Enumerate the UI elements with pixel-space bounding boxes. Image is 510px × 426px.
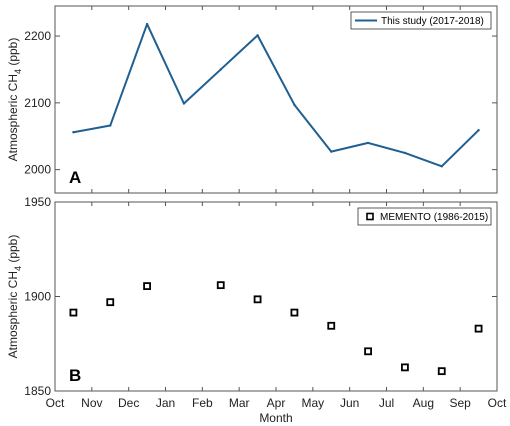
data-point — [293, 103, 296, 107]
data-point — [106, 298, 115, 307]
data-point — [253, 295, 262, 304]
x-tick-label: Oct — [46, 396, 65, 410]
x-axis-label: Month — [259, 411, 292, 425]
legend: This study (2017-2018) — [350, 11, 492, 30]
data-point — [364, 347, 372, 356]
data-point — [145, 22, 149, 26]
data-point — [143, 282, 151, 291]
data-point — [403, 151, 407, 155]
y-axis-label-unit: (ppb) — [6, 235, 20, 266]
legend: MEMENTO (1986-2015) — [357, 207, 492, 226]
x-tick-label: Oct — [488, 396, 507, 410]
data-point — [401, 363, 409, 372]
y-axis-label-sub: 4 — [13, 266, 23, 271]
data-point — [477, 129, 480, 132]
data-point — [72, 131, 75, 134]
y-tick-label: 1900 — [24, 290, 51, 304]
y-tick-label: 1850 — [24, 384, 51, 398]
data-point — [474, 324, 483, 333]
x-tick-label: Feb — [192, 396, 213, 410]
y-axis-label: Atmospheric CH4 (ppb) — [6, 235, 23, 359]
data-point — [216, 281, 225, 290]
y-axis-label-main: Atmospheric CH — [6, 74, 20, 161]
data-point — [219, 68, 222, 71]
x-tick-label: Jan — [156, 396, 175, 410]
legend-box — [357, 207, 492, 226]
x-tick-label: Apr — [267, 396, 286, 410]
data-point — [256, 34, 259, 37]
y-tick-label: 2200 — [24, 29, 51, 43]
data-point — [290, 308, 299, 317]
y-tick-label: 1950 — [24, 195, 51, 209]
y-tick-label: 2000 — [24, 163, 51, 177]
plot-frame — [54, 201, 498, 392]
data-point — [437, 367, 446, 376]
data-point — [327, 321, 336, 330]
data-point — [69, 308, 78, 317]
legend-marker-swatch — [366, 212, 374, 221]
x-tick-label: Mar — [229, 396, 250, 410]
panel-b: 1850 1900 1950 Atmospheric CH4 (ppb) B MEMENT… — [6, 195, 507, 425]
legend-box — [350, 11, 492, 30]
y-axis-label: Atmospheric CH4 (ppb) — [6, 38, 23, 162]
y-axis-label-unit: (ppb) — [6, 38, 20, 69]
data-point — [109, 124, 112, 127]
data-point — [330, 150, 333, 153]
plot-frame — [54, 5, 498, 194]
x-tick-label: May — [301, 396, 324, 410]
y-tick-label: 2100 — [24, 96, 51, 110]
panel-letter: A — [69, 168, 81, 187]
x-tick-label: Dec — [118, 396, 139, 410]
legend-label: MEMENTO (1986-2015) — [380, 212, 488, 223]
x-tick-label: Jul — [379, 396, 394, 410]
panel-letter: B — [69, 366, 81, 385]
data-point — [366, 141, 370, 145]
x-tick-label: Jun — [340, 396, 359, 410]
legend-label: This study (2017-2018) — [381, 16, 484, 27]
x-tick-label: Nov — [81, 396, 102, 410]
data-point — [440, 165, 443, 168]
y-axis-label-sub: 4 — [13, 69, 23, 74]
data-point — [182, 102, 186, 105]
x-tick-label: Aug — [413, 396, 434, 410]
y-axis-label-main: Atmospheric CH — [6, 271, 20, 358]
x-tick-label: Sep — [449, 396, 471, 410]
series-line — [73, 23, 480, 168]
